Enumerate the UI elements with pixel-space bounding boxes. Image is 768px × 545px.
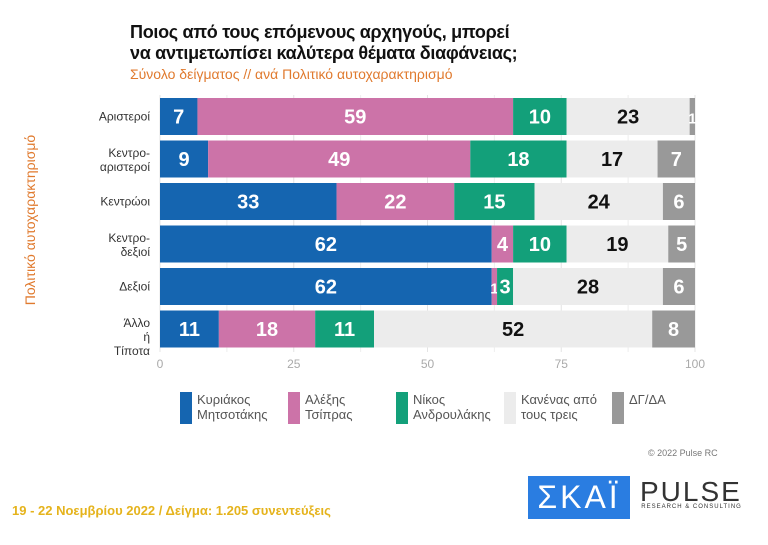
data-label: 28 [577, 277, 599, 299]
bar-segment [657, 140, 695, 178]
category-label: Αριστεροί [99, 110, 150, 124]
bar-segment [470, 140, 567, 178]
bar-segment [160, 225, 492, 263]
data-label: 7 [671, 149, 682, 171]
legend-item: Κανένας από τους τρεις [504, 392, 606, 424]
bar-segment [454, 183, 535, 220]
x-tick-label: 50 [421, 357, 435, 371]
data-label: 62 [315, 277, 337, 299]
legend-label: Κανένας από τους τρεις [521, 392, 597, 422]
data-label: 5 [676, 234, 687, 256]
bar-segment [513, 225, 567, 263]
bar-segment [566, 225, 669, 263]
chart-title: Ποιος από τους επόμενους αρχηγούς, μπορε… [130, 22, 518, 63]
legend-label: ΔΓ/ΔΑ [629, 392, 666, 407]
chart-subtitle: Σύνολο δείγματος // ανά Πολιτικό αυτοχαρ… [130, 66, 453, 82]
bar-segment [160, 310, 219, 348]
bar-segment [668, 225, 695, 263]
legend-item: Αλέξης Τσίπρας [288, 392, 390, 424]
data-label: 15 [483, 192, 505, 214]
bar-segment [513, 268, 663, 305]
bar-segment [513, 98, 567, 135]
data-label: 11 [179, 319, 200, 341]
data-label: 19 [606, 234, 628, 256]
legend-swatch [288, 392, 300, 424]
bar-segment [160, 98, 198, 135]
data-label: 1 [688, 111, 696, 128]
data-label: 1 [490, 281, 498, 298]
data-label: 52 [502, 319, 524, 341]
bar-segment [662, 183, 695, 220]
data-label: 10 [529, 107, 551, 129]
data-label: 33 [237, 192, 259, 214]
legend-label: Αλέξης Τσίπρας [305, 392, 353, 422]
bar-segment [160, 140, 209, 178]
data-label: 49 [328, 149, 350, 171]
bar-segment [689, 98, 695, 135]
skai-logo: ΣΚΑΪ [528, 476, 630, 519]
legend-item: Κυριάκος Μητσοτάκης [180, 392, 282, 424]
bar-segment [315, 310, 374, 348]
bar-segment [566, 98, 690, 135]
legend-swatch [504, 392, 516, 424]
legend-label: Νίκος Ανδρουλάκης [413, 392, 491, 422]
data-label: 17 [601, 149, 623, 171]
data-label: 9 [179, 149, 190, 171]
data-label: 23 [617, 107, 639, 129]
category-label: Δεξιοί [119, 280, 150, 294]
x-tick-label: 75 [555, 357, 569, 371]
bar-segment [662, 268, 695, 305]
bar-segment [208, 140, 471, 178]
bar-segment [218, 310, 316, 348]
bar-segment [497, 268, 514, 305]
data-label: 22 [384, 192, 406, 214]
x-tick-label: 0 [157, 357, 164, 371]
footer-sample-info: 19 - 22 Νοεμβρίου 2022 / Δείγμα: 1.205 σ… [12, 503, 331, 518]
category-label: Κεντρώοι [100, 195, 150, 209]
x-tick-label: 25 [287, 357, 301, 371]
copyright: © 2022 Pulse RC [648, 448, 718, 458]
bar-segment [491, 225, 514, 263]
data-label: 24 [588, 192, 611, 214]
legend-item: Νίκος Ανδρουλάκης [396, 392, 498, 424]
data-label: 3 [500, 277, 511, 299]
data-label: 62 [315, 234, 337, 256]
data-label: 6 [673, 192, 684, 214]
bar-segment [160, 183, 337, 220]
data-label: 11 [334, 319, 355, 341]
bar-segment [534, 183, 663, 220]
data-label: 59 [344, 107, 366, 129]
x-tick-label: 100 [685, 357, 705, 371]
category-label: Κεντρο-αριστεροί [100, 146, 150, 174]
legend-item: ΔΓ/ΔΑ [612, 392, 679, 424]
bar-segment [652, 310, 695, 348]
data-label: 18 [256, 319, 278, 341]
category-label: Άλλο ή Τίποτα [114, 316, 150, 358]
bar-segment [160, 268, 492, 305]
data-label: 4 [497, 234, 509, 256]
bar-segment [374, 310, 653, 348]
legend-swatch [612, 392, 624, 424]
category-label: Κεντρο-δεξιοί [108, 231, 150, 259]
data-label: 10 [529, 234, 551, 256]
pulse-logo: PULSE RESEARCH & CONSULTING [640, 476, 742, 510]
legend-swatch [396, 392, 408, 424]
bar-segment [197, 98, 514, 135]
bar-segment [336, 183, 455, 220]
bar-segment [566, 140, 658, 178]
legend-label: Κυριάκος Μητσοτάκης [197, 392, 268, 422]
data-label: 7 [173, 107, 184, 129]
bar-segment [491, 268, 498, 305]
data-label: 6 [673, 277, 684, 299]
legend-swatch [180, 392, 192, 424]
data-label: 18 [507, 149, 529, 171]
data-label: 8 [668, 319, 679, 341]
legend: Κυριάκος Μητσοτάκης Αλέξης Τσίπρας Νίκος Α… [180, 392, 679, 424]
